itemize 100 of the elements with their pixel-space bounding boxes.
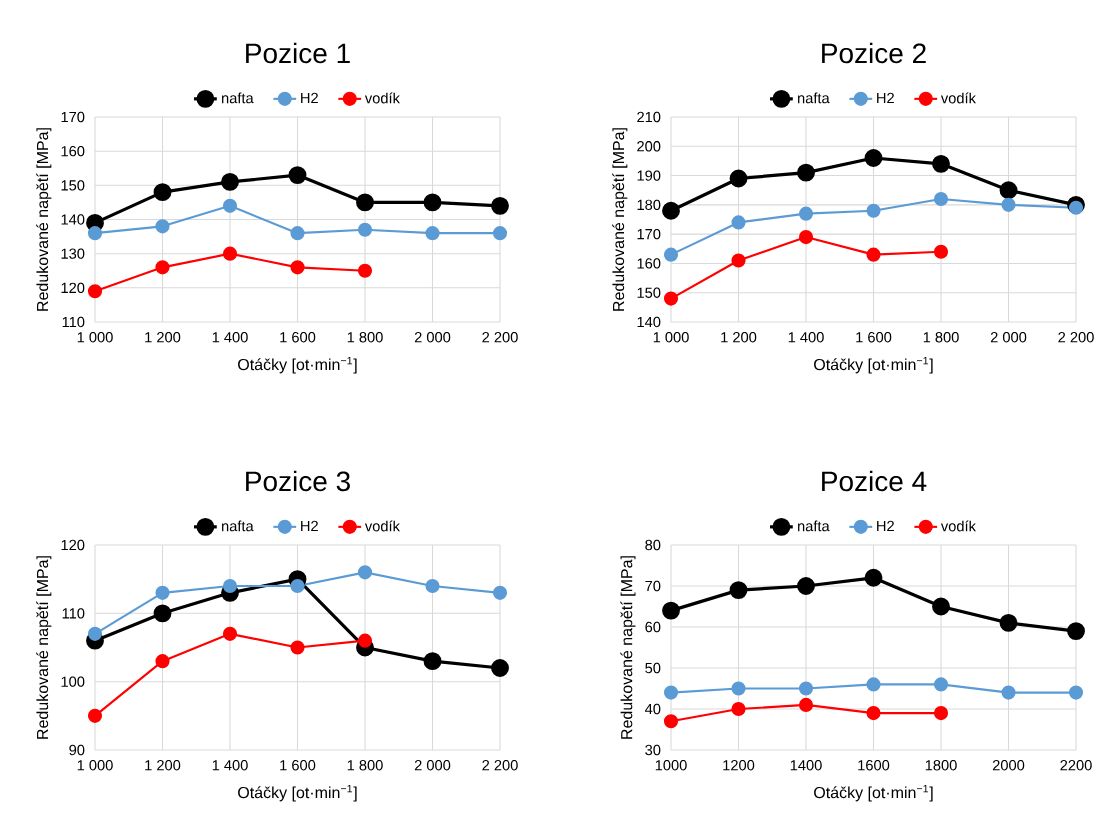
x-tick-label: 1 000 [77, 332, 113, 343]
x-tick-label: 2200 [1060, 760, 1092, 771]
y-tick-label: 70 [645, 580, 661, 592]
legend-label: H2 [877, 520, 894, 531]
point [1001, 197, 1016, 212]
point [1068, 200, 1084, 215]
legend-label: nafta [222, 92, 254, 104]
y-tick-label: 170 [61, 111, 85, 123]
x-tick-label: 2 200 [482, 332, 518, 343]
x-tick-label: 1 000 [653, 332, 689, 343]
point [797, 577, 815, 595]
x-tick-label: 2 200 [1058, 332, 1094, 343]
point [866, 203, 881, 218]
y-tick-label: 140 [61, 214, 85, 225]
point [999, 181, 1018, 200]
y-tick-label: 210 [637, 111, 661, 123]
point [153, 183, 172, 202]
point [222, 198, 238, 213]
legend-label: vodík [940, 520, 976, 532]
point [663, 247, 679, 262]
y-tick-label: 120 [61, 539, 85, 551]
point [221, 172, 239, 191]
point [356, 193, 374, 212]
point [933, 191, 949, 207]
point [290, 226, 305, 241]
y-tick-label: 150 [61, 180, 85, 191]
point [866, 247, 881, 262]
point [87, 284, 103, 299]
legend-label: H2 [301, 520, 318, 531]
point [864, 149, 883, 167]
point [1068, 685, 1084, 700]
point [932, 154, 950, 173]
point [87, 226, 103, 241]
x-tick-label: 1 400 [788, 332, 824, 343]
point [423, 193, 442, 212]
point [491, 196, 509, 215]
point [155, 585, 170, 600]
chart-title: Pozice 2 [822, 42, 926, 64]
point [729, 169, 748, 188]
point [933, 706, 949, 721]
point [663, 291, 679, 306]
point [731, 701, 746, 717]
point [798, 697, 814, 712]
point [864, 568, 883, 587]
point [491, 659, 509, 677]
y-tick-label: 200 [637, 141, 661, 152]
x-tick-label: 1600 [858, 760, 890, 771]
y-tick-label: 60 [645, 621, 661, 633]
y-tick-label: 80 [645, 539, 661, 551]
point [155, 219, 170, 234]
point [729, 581, 748, 600]
point [798, 681, 814, 696]
y-axis-title: Redukované napětí [MPa] [620, 556, 636, 739]
point [87, 708, 103, 723]
point [797, 163, 815, 182]
point [932, 597, 950, 616]
legend-label: vodík [364, 92, 400, 104]
y-tick-label: 120 [61, 282, 85, 294]
y-tick-label: 140 [637, 316, 661, 328]
x-tick-label: 2 000 [414, 760, 451, 771]
x-tick-label: 2000 [992, 760, 1025, 771]
point [866, 706, 881, 721]
point [155, 260, 170, 275]
point [731, 253, 746, 268]
chart-title: Pozice 4 [822, 470, 927, 492]
y-tick-label: 50 [645, 662, 661, 674]
point [1001, 685, 1016, 700]
point [731, 215, 746, 230]
point [288, 166, 307, 185]
point [290, 640, 305, 655]
point [662, 201, 680, 220]
x-tick-label: 1 400 [212, 332, 248, 343]
point [87, 626, 103, 641]
point [153, 604, 172, 623]
legend-label: vodík [940, 92, 976, 104]
y-tick-label: 160 [61, 145, 85, 157]
point [222, 578, 238, 594]
y-tick-label: 30 [645, 744, 661, 756]
point [222, 246, 238, 261]
point [423, 652, 442, 671]
y-tick-label: 160 [637, 258, 661, 269]
y-tick-label: 40 [644, 703, 661, 715]
point [155, 654, 170, 669]
legend-label: vodík [364, 520, 400, 532]
point [1067, 622, 1085, 641]
point [731, 681, 746, 696]
x-tick-label: 2 000 [414, 332, 451, 343]
y-axis-title: Redukované napětí [MPa] [612, 128, 628, 311]
x-tick-label: 1200 [723, 760, 755, 771]
point [999, 613, 1018, 632]
legend-label: nafta [222, 520, 254, 532]
y-tick-label: 110 [62, 608, 85, 619]
y-tick-label: 130 [61, 248, 85, 259]
y-tick-label: 90 [69, 744, 85, 756]
point [357, 633, 373, 648]
x-axis-title: Otáčky [ot·min$^{−1}$] [814, 356, 933, 374]
legend-label: H2 [877, 92, 894, 103]
x-tick-label: 1 200 [145, 332, 181, 343]
x-axis-title: Otáčky [ot·min$^{−1}$] [238, 784, 357, 802]
y-axis-title: Redukované napětí [MPa] [36, 128, 52, 311]
